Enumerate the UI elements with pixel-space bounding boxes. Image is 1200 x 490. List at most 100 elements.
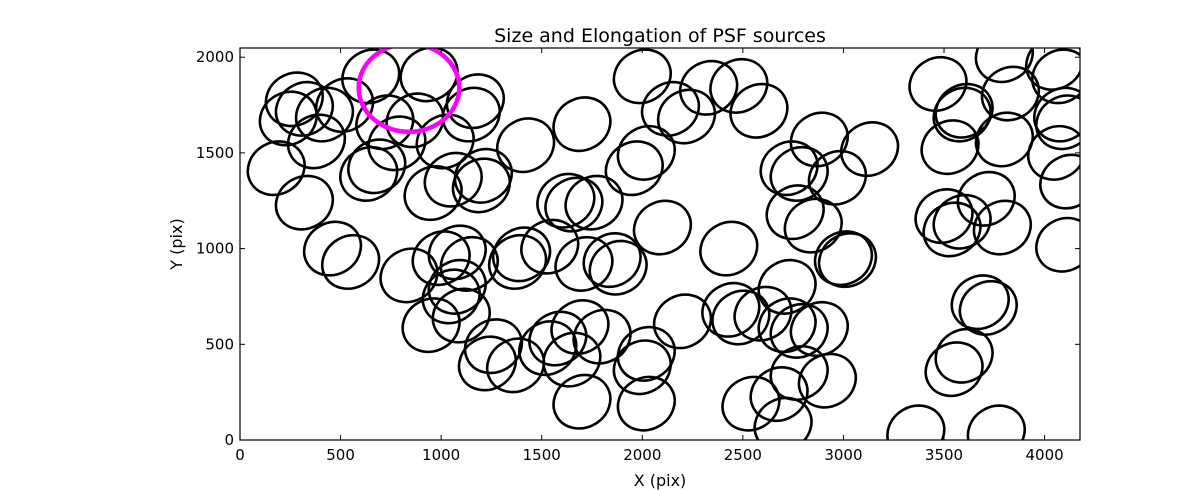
x-tick-label: 2000 [623,446,661,464]
x-tick-label: 3000 [824,446,862,464]
psf-source-ellipse [423,151,483,208]
psf-source-ellipse [520,218,580,275]
psf-source-ellipse [246,140,306,197]
psf-source-ellipse [341,48,401,105]
psf-source-ellipse [453,147,514,204]
x-tick-label: 2500 [724,446,762,464]
psf-source-ellipse [616,375,676,432]
psf-source-ellipse [385,92,445,149]
x-tick-label: 4000 [1026,446,1064,464]
psf-source-ellipse [709,57,769,114]
psf-source-ellipse [528,310,588,367]
psf-source-ellipse [958,279,1018,336]
y-tick-label: 0 [224,431,234,449]
y-axis-label: Y (pix) [167,218,186,270]
psf-source-ellipse [485,337,546,394]
psf-source-ellipse [759,140,819,197]
psf-source-ellipse [431,287,491,344]
psf-source-ellipse [765,184,825,241]
psf-source-ellipse [258,90,318,147]
psf-source-ellipse [972,199,1033,256]
psf-source-ellipse [1035,216,1080,273]
psf-source-ellipse [711,289,771,346]
psf-source-ellipse [920,119,980,176]
highlighted-psf-ellipse [356,48,462,135]
psf-source-ellipse [588,239,648,296]
psf-source-ellipse [753,396,813,440]
psf-source-ellipse [320,233,381,291]
plot-frame [239,47,1081,441]
psf-source-ellipse [457,335,518,392]
x-axis-label: X (pix) [634,471,687,490]
psf-source-ellipse [612,339,672,396]
x-tick-label: 1500 [523,446,561,464]
psf-source-ellipse [699,220,759,277]
psf-source-ellipse [632,199,693,256]
psf-source-ellipse [974,48,1035,84]
psf-source-ellipse [612,48,672,105]
ellipse-layer [246,48,1080,440]
psf-source-ellipse [411,230,471,287]
psf-source-ellipse [924,341,984,398]
psf-source-ellipse [729,82,789,139]
x-tick-label: 3500 [925,446,963,464]
psf-source-ellipse [789,300,849,357]
psf-source-ellipse [421,268,481,325]
psf-source-ellipse [652,293,713,350]
x-tick-label: 500 [326,446,355,464]
psf-source-ellipse [495,117,556,174]
psf-source-ellipse [749,366,809,423]
psf-source-ellipse [451,157,512,214]
psf-source-ellipse [956,170,1016,227]
psf-source-ellipse [966,404,1026,440]
psf-source-ellipse [701,281,761,338]
psf-source-ellipse [932,193,992,250]
psf-source-ellipse [564,174,624,231]
psf-source-ellipse [536,172,596,229]
x-axis: 0 500 1000 1500 2000 2500 3000 3500 4000 [235,48,1064,464]
psf-source-ellipse [487,233,548,291]
psf-source-ellipse [550,299,610,356]
y-tick-label: 1500 [196,144,234,162]
psf-source-ellipse [922,201,982,258]
psf-source-ellipse [1033,86,1080,143]
psf-source-ellipse [294,86,355,143]
psf-source-ellipse [463,318,524,375]
psf-source-ellipse [950,274,1010,331]
psf-source-ellipse [783,197,843,254]
psf-source-ellipse [769,145,829,202]
chart-title: Size and Elongation of PSF sources [494,25,826,47]
psf-source-ellipse [286,113,347,170]
psf-source-ellipse [886,404,946,440]
psf-source-ellipse [813,230,874,287]
psf-source-ellipse [274,174,335,231]
psf-source-ellipse [932,86,992,143]
psf-source-ellipse [980,65,1041,122]
psf-source-ellipse [1026,124,1080,181]
psf-source-ellipse [908,55,968,112]
y-axis: 0 500 1000 1500 2000 [196,48,1080,449]
x-tick-label: 0 [235,446,245,464]
psf-source-ellipse [807,149,868,206]
psf-source-ellipse [789,111,849,168]
psf-source-ellipse [552,373,612,430]
psf-source-ellipse [1039,153,1080,210]
psf-source-ellipse [1035,94,1080,151]
psf-source-ellipse [302,220,363,277]
psf-source-ellipse [934,327,994,384]
psf-source-ellipse [399,48,459,103]
psf-source-ellipse [552,96,612,153]
psf-source-ellipse [616,325,676,382]
psf-source-ellipse [839,121,900,178]
psf-source-ellipse [491,226,552,283]
y-tick-label: 500 [205,335,234,353]
psf-source-ellipse [616,124,676,181]
psf-source-ellipse [757,258,817,315]
psf-source-ellipse [656,88,717,145]
y-tick-label: 2000 [196,48,234,66]
plot-area [239,47,1081,441]
psf-source-ellipse [347,138,407,195]
psf-source-ellipse [604,140,664,197]
psf-source-ellipse [974,111,1035,168]
